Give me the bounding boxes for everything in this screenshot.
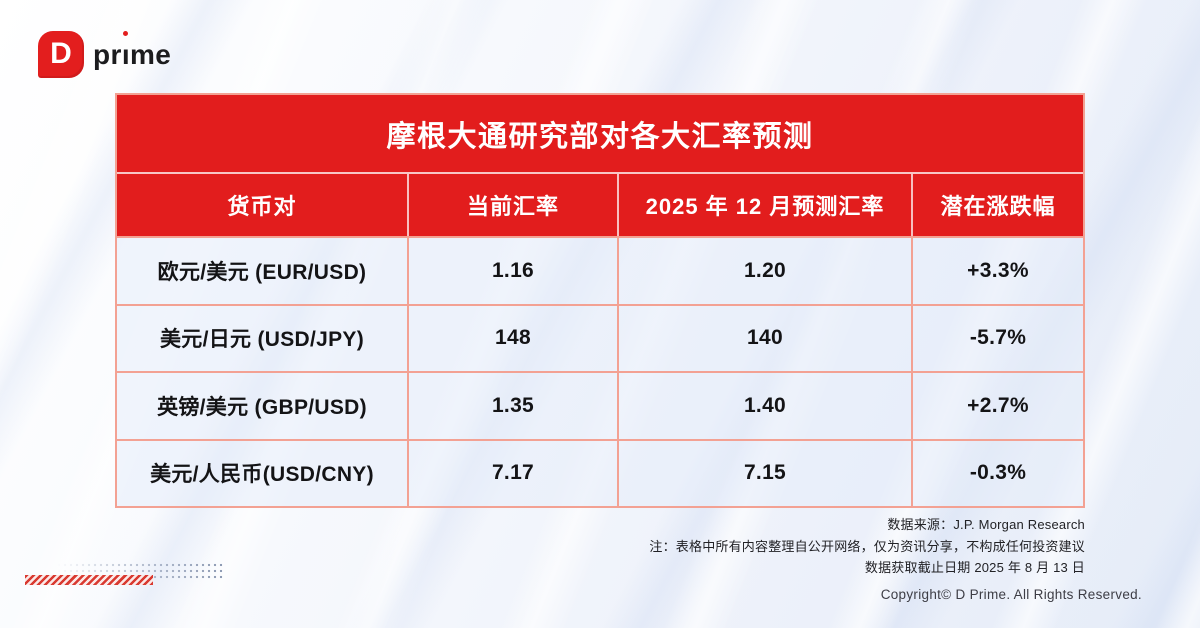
- cell-change: +2.7%: [911, 373, 1083, 439]
- cell-pair: 美元/日元 (USD/JPY): [159, 328, 365, 352]
- cell-current-rate: 148: [407, 305, 617, 371]
- logo-text-pre: pr: [93, 38, 122, 70]
- cell-forecast-rate: 1.40: [617, 373, 911, 439]
- d-prime-logo-icon: D: [38, 31, 84, 78]
- cell-pair: 英镑/美元 (GBP/USD): [157, 395, 367, 419]
- cell-current-rate: 7.17: [407, 440, 617, 506]
- column-header-potential-change: 潜在涨跌幅: [911, 174, 1083, 236]
- cell-change: +3.3%: [911, 238, 1083, 304]
- cell-current-rate: 1.35: [407, 373, 617, 439]
- brand-logo: D pr ı me: [38, 30, 172, 78]
- logo-text-i: ı: [121, 30, 130, 70]
- cell-pair: 美元/人民币(USD/CNY): [150, 463, 374, 487]
- footnotes: 数据来源：J.P. Morgan Research 注：表格中所有内容整理自公开…: [649, 514, 1085, 579]
- table-title: 摩根大通研究部对各大汇率预测: [117, 95, 1083, 174]
- copyright-line: Copyright© D Prime. All Rights Reserved.: [880, 587, 1142, 602]
- logo-mark-letter: D: [50, 36, 72, 70]
- column-header-currency-pair: 货币对: [227, 194, 297, 219]
- table-row-usd-cny: 美元/人民币(USD/CNY) 7.17 7.15 -0.3%: [117, 438, 1083, 506]
- data-source-note: 数据来源：J.P. Morgan Research: [887, 517, 1085, 532]
- cell-forecast-rate: 7.15: [617, 440, 911, 506]
- data-cutoff-note: 数据获取截止日期 2025 年 8 月 13 日: [864, 560, 1085, 575]
- cell-change: -0.3%: [911, 440, 1083, 506]
- table-row-usd-jpy: 美元/日元 (USD/JPY) 148 140 -5.7%: [117, 303, 1083, 371]
- cell-forecast-rate: 1.20: [617, 238, 911, 304]
- column-header-forecast-rate: 2025 年 12 月预测汇率: [617, 174, 911, 236]
- fx-forecast-table: 摩根大通研究部对各大汇率预测 货币对 当前汇率 2025 年 12 月预测汇率 …: [115, 93, 1085, 508]
- table-row-gbp-usd: 英镑/美元 (GBP/USD) 1.35 1.40 +2.7%: [117, 371, 1083, 439]
- column-header-current-rate: 当前汇率: [407, 174, 617, 236]
- red-hatch-bar-decoration: [25, 575, 153, 585]
- cell-pair: 欧元/美元 (EUR/USD): [157, 260, 367, 284]
- logo-text-post: me: [130, 38, 172, 70]
- cell-change: -5.7%: [911, 305, 1083, 371]
- cell-current-rate: 1.16: [407, 238, 617, 304]
- cell-forecast-rate: 140: [617, 305, 911, 371]
- table-header-row: 货币对 当前汇率 2025 年 12 月预测汇率 潜在涨跌幅: [117, 174, 1083, 238]
- table-row-eur-usd: 欧元/美元 (EUR/USD) 1.16 1.20 +3.3%: [117, 238, 1083, 304]
- disclaimer-note: 注：表格中所有内容整理自公开网络，仅为资讯分享，不构成任何投资建议: [649, 538, 1085, 554]
- brand-logo-text: pr ı me: [93, 30, 172, 71]
